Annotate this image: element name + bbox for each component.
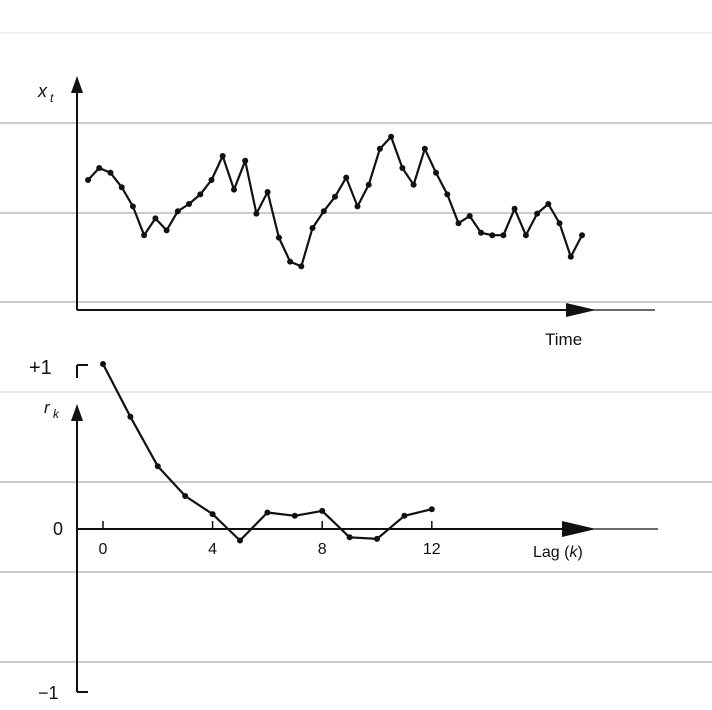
ts-data-point <box>354 203 361 210</box>
ts-data-point <box>511 205 518 212</box>
ts-x-axis-arrow <box>566 303 596 317</box>
acf-y-tick-minus1: −1 <box>38 683 59 703</box>
ts-data-point <box>332 193 338 200</box>
ts-data-point <box>129 203 136 210</box>
acf-y-tick-zero: 0 <box>53 519 63 539</box>
ts-data-point <box>96 165 103 171</box>
ts-data-point <box>174 208 181 215</box>
ts-data-point <box>567 253 574 260</box>
ts-series-line <box>87 135 583 268</box>
ts-data-point <box>534 210 541 217</box>
ts-data-point <box>466 213 473 219</box>
ts-data-point <box>275 234 282 241</box>
ts-data-point <box>186 201 192 207</box>
acf-data-point <box>264 509 271 516</box>
ts-data-point <box>399 165 406 171</box>
acf-data-point <box>401 512 408 519</box>
ts-data-point <box>208 177 215 183</box>
acf-data-point <box>209 511 216 518</box>
ts-data-point <box>489 232 496 239</box>
acf-data-point <box>374 535 380 542</box>
ts-data-point <box>522 232 529 239</box>
ts-data-point <box>500 232 507 239</box>
acf-data-point <box>291 512 298 519</box>
time-series-panel: x t Time <box>37 76 655 349</box>
page-rule-lines <box>0 32 712 663</box>
acf-data-point <box>127 413 134 420</box>
ts-data-point <box>287 258 294 265</box>
acf-data-point <box>319 507 326 514</box>
acf-data-point <box>237 537 243 544</box>
ts-data-point <box>141 232 148 239</box>
ts-data-point <box>298 263 305 270</box>
ts-data-point <box>376 145 383 152</box>
ts-data-point <box>444 191 451 198</box>
acf-y-axis-arrow <box>71 404 83 421</box>
ts-data-point <box>231 186 237 193</box>
ts-y-label-subscript: t <box>50 91 54 105</box>
acf-y-label-subscript: k <box>53 407 60 421</box>
ts-data-point <box>219 153 226 159</box>
ts-data-point <box>309 225 316 231</box>
acf-data-point <box>100 361 106 367</box>
acf-data-point <box>346 534 353 541</box>
ts-data-point <box>197 191 204 198</box>
ts-data-point <box>253 210 260 217</box>
acf-x-tick-label: 12 <box>423 541 441 558</box>
ts-data-point <box>388 133 395 140</box>
ts-data-point <box>433 169 439 176</box>
acf-y-tick-plus1: +1 <box>29 357 52 379</box>
acf-x-tick-label: 0 <box>99 541 108 558</box>
ts-data-point <box>579 232 585 239</box>
acf-data-point <box>428 506 435 513</box>
acf-x-axis-arrow <box>562 521 596 537</box>
ts-data-point <box>85 177 91 183</box>
ts-data-point <box>118 184 125 191</box>
acf-x-label-var: k <box>569 544 578 561</box>
ts-data-point <box>556 220 563 227</box>
ts-data-point <box>107 169 114 176</box>
ts-data-point <box>163 227 170 234</box>
acf-x-label: Lag (k) <box>533 544 583 561</box>
acf-x-label-end: ) <box>577 544 582 561</box>
ts-data-point <box>545 201 552 207</box>
ts-data-point <box>264 189 271 195</box>
acf-x-tick-label: 4 <box>208 541 217 558</box>
ts-data-point <box>455 220 462 227</box>
ts-data-point <box>242 157 249 164</box>
ts-data-point <box>478 229 484 236</box>
ts-series-points <box>85 133 585 270</box>
ts-data-point <box>365 181 372 188</box>
acf-data-point <box>182 493 189 499</box>
acf-x-label-main: Lag ( <box>533 544 570 561</box>
acf-y-label: r <box>44 398 51 417</box>
ts-data-point <box>152 215 159 222</box>
ts-data-point <box>410 181 417 188</box>
ts-data-point <box>421 145 428 152</box>
ts-data-point <box>320 208 327 215</box>
ts-y-axis-arrow <box>71 76 83 93</box>
ts-x-label: Time <box>545 330 582 349</box>
ts-data-point <box>343 174 350 181</box>
acf-series-points <box>100 361 435 544</box>
acf-x-tick-label: 8 <box>318 541 327 558</box>
acf-panel: 0 4 8 12 +1 0 −1 r k Lag (k) <box>29 357 658 703</box>
acf-x-ticks: 0 4 8 12 <box>99 521 441 558</box>
ts-y-label: x <box>37 81 48 101</box>
acf-data-point <box>154 463 161 470</box>
